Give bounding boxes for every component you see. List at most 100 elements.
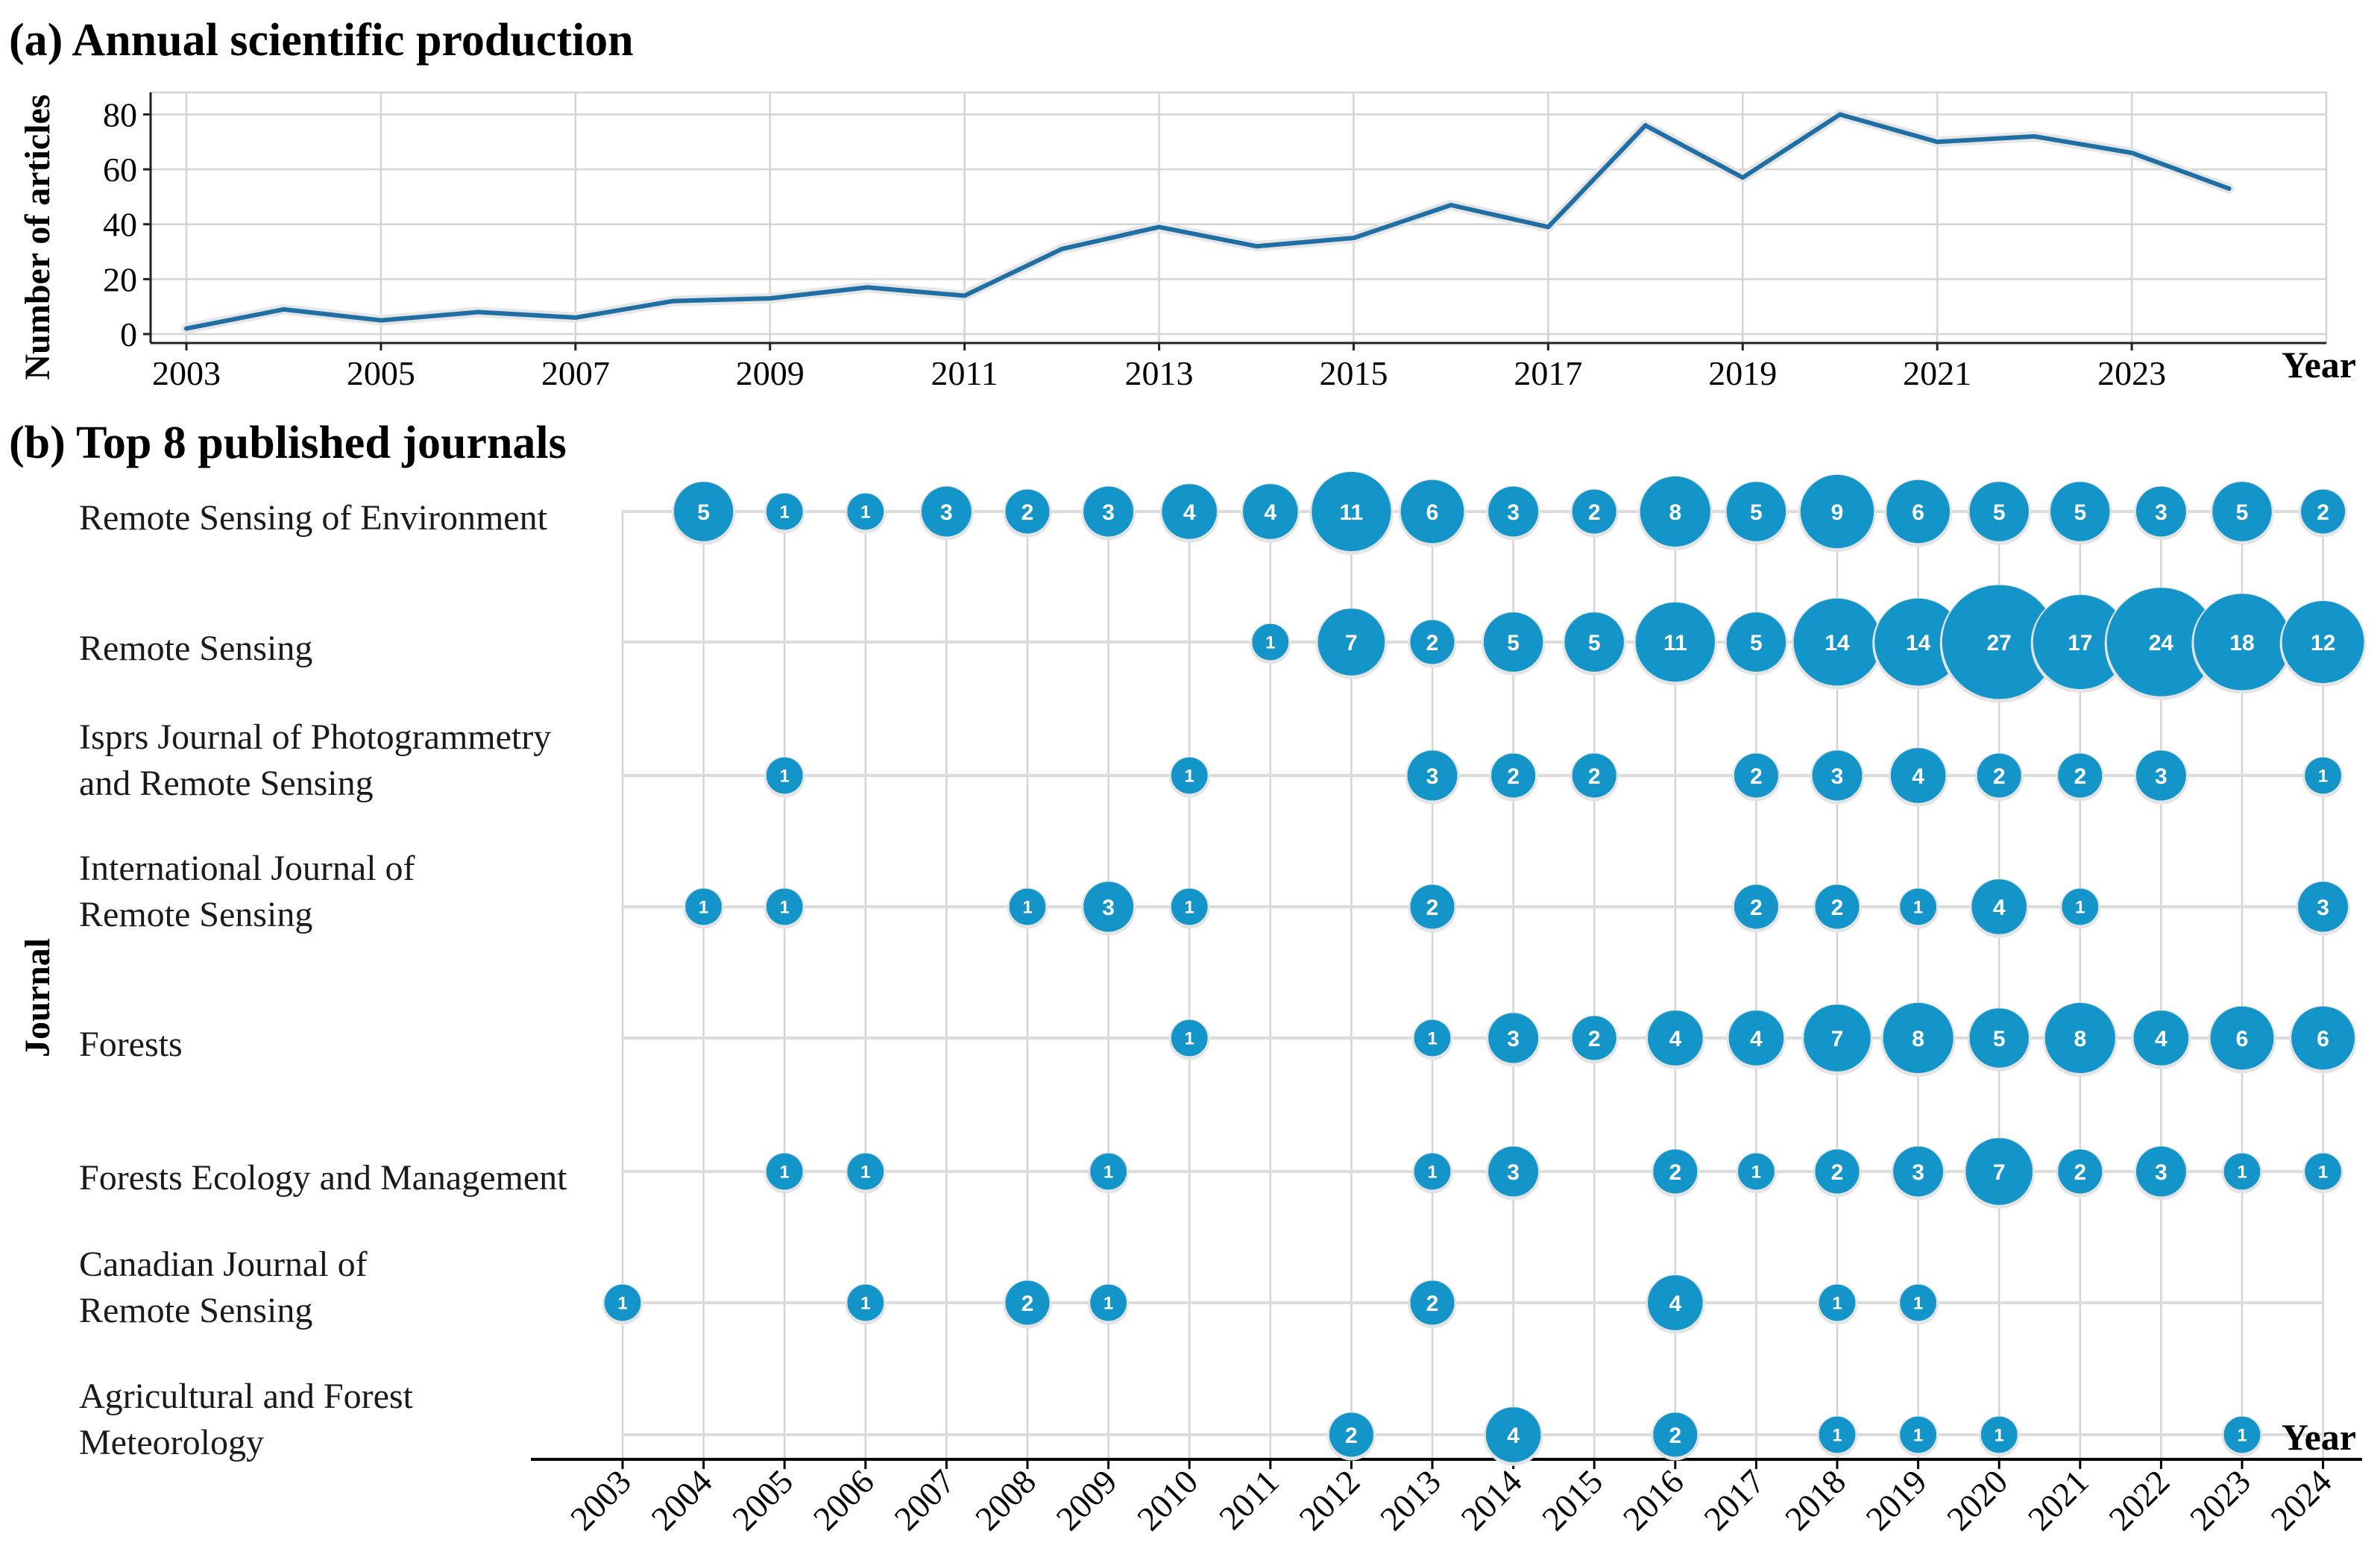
bubble-circle [1564, 612, 1624, 672]
line-point [573, 315, 578, 320]
line-point [476, 309, 481, 315]
bubble-value-label: 2 [1426, 896, 1439, 920]
bubble: 2 [1570, 488, 1619, 538]
bubble: 2 [1570, 1015, 1619, 1064]
line-point [184, 326, 189, 331]
bubble-value-label: 2 [1669, 1424, 1681, 1448]
bubble-value-label: 3 [1426, 764, 1439, 789]
line-point [1060, 246, 1065, 251]
line-chart-y-tick-label: 40 [103, 206, 137, 244]
bubble-circle [685, 888, 722, 925]
journal-name-line: Agricultural and Forest [79, 1377, 414, 1416]
bubble: 1 [1411, 1019, 1453, 1060]
bubble-circle [1819, 1284, 1856, 1321]
bubble: 1 [1088, 1152, 1129, 1194]
bubble: 1 [2302, 756, 2344, 798]
bubble-circle [766, 757, 803, 794]
bubble-value-label: 27 [1987, 631, 2012, 655]
bubble-circle [766, 1153, 803, 1190]
bubble-circle [1812, 750, 1863, 801]
bubble-circle [1900, 888, 1937, 925]
journal-name-line: Remote Sensing [79, 895, 312, 934]
line-point [1254, 244, 1259, 249]
bubble: 14 [1791, 597, 1883, 690]
bubble: 1 [683, 887, 724, 929]
bubble: 3 [1891, 1145, 1946, 1201]
bubble-circle [1491, 753, 1536, 798]
bubble-circle [1815, 884, 1860, 929]
bubble-chart-x-tick-label: 2008 [968, 1462, 1043, 1538]
bubble-circle [2135, 750, 2186, 801]
bubble-chart-title: (b) Top 8 published journals [9, 418, 567, 468]
bubble-value-label: 4 [1183, 500, 1196, 525]
bubble-value-label: 2 [1993, 764, 2006, 789]
bubble-value-label: 4 [1993, 896, 2006, 920]
line-point [2226, 186, 2232, 191]
bubble-value-label: 12 [2311, 631, 2335, 655]
journal-name-line: Remote Sensing of Environment [79, 498, 548, 538]
bubble-value-label: 3 [1507, 500, 1520, 525]
bubble: 14 [1872, 597, 1964, 690]
bubble: 5 [1724, 481, 1789, 545]
bubble-value-label: 2 [2074, 764, 2086, 789]
bubble: 9 [1798, 474, 1877, 553]
bubble-circle [2044, 1002, 2115, 1074]
line-point [2129, 151, 2135, 155]
bubble-value-label: 4 [2155, 1027, 2168, 1051]
bubble: 1 [764, 1152, 805, 1194]
bubble-value-label: 5 [2074, 500, 2086, 525]
bubble-value-label: 1 [1913, 1294, 1923, 1314]
bubble-circle [2291, 1006, 2355, 1070]
bubble-value-label: 1 [1832, 1426, 1842, 1446]
bubble-value-label: 1 [1427, 1029, 1437, 1049]
bubble-value-label: 11 [1663, 631, 1687, 655]
bubble-circle [1090, 1153, 1127, 1190]
bubble-chart-x-tick-label: 2014 [1454, 1462, 1529, 1538]
bubble: 1 [1088, 1283, 1129, 1325]
bubble-chart-x-tick-label: 2015 [1534, 1462, 1610, 1538]
bubble-circle [1572, 753, 1616, 798]
bubble: 3 [2133, 485, 2188, 541]
bubble-circle [604, 1284, 641, 1321]
bubble-value-label: 2 [1588, 764, 1601, 789]
bubble: 6 [1398, 479, 1467, 547]
bubble: 4 [1159, 483, 1219, 543]
journal-name-line: Remote Sensing [79, 629, 312, 668]
bubble: 11 [1309, 471, 1394, 556]
bubble-chart-x-tick-label: 2016 [1616, 1462, 1691, 1538]
journal-name-line: Canadian Journal of [79, 1245, 368, 1284]
bubble: 1 [1007, 887, 1048, 929]
bubble-circle [1971, 879, 2027, 934]
bubble: 3 [1081, 881, 1136, 936]
bubble-circle [2106, 588, 2216, 696]
bubble: 1 [1978, 1415, 2020, 1457]
line-chart-x-tick-label: 2007 [541, 354, 610, 392]
bubble: 4 [1241, 483, 1300, 543]
bubble: 4 [1646, 1010, 1705, 1069]
bubble-value-label: 1 [1427, 1163, 1437, 1183]
bubble-value-label: 1 [1913, 898, 1923, 918]
bubble-circle [847, 493, 884, 530]
bubble-chart-x-tick-label: 2006 [806, 1462, 881, 1538]
line-chart-x-tick-label: 2023 [2097, 354, 2166, 392]
bubble-circle [2223, 1416, 2261, 1453]
bubble-value-label: 4 [1912, 764, 1924, 789]
bubble-chart-bubbles: 5 1 1 3 2 3 4 4 11 6 3 2 8 5 9 6 5 5 3 5 21 7 2 5 5 11 5 14 14 27 17 24… [602, 471, 2367, 1466]
journal-name-line: Isprs Journal of Photogrammetry [79, 717, 551, 757]
line-series-articles [184, 112, 2232, 331]
bubble: 4 [1726, 1010, 1786, 1069]
bubble-value-label: 1 [780, 503, 790, 523]
line-chart-x-tick-label: 2003 [152, 354, 221, 392]
bubble-circle [1883, 1002, 1954, 1074]
bubble-chart-x-tick-label: 2019 [1859, 1462, 1934, 1538]
bubble-value-label: 2 [1588, 500, 1601, 525]
bubble: 6 [2289, 1005, 2357, 1074]
bubble-value-label: 1 [2237, 1426, 2247, 1446]
bubble-value-label: 3 [2155, 1160, 2168, 1185]
bubble-value-label: 2 [1426, 1292, 1439, 1316]
bubble-chart-x-tick-label: 2003 [563, 1462, 638, 1538]
bubble: 2 [1651, 1148, 1700, 1198]
bubble-chart-x-tick-label: 2017 [1696, 1462, 1772, 1538]
bubble-value-label: 6 [2317, 1027, 2329, 1051]
bubble: 17 [2030, 594, 2129, 693]
